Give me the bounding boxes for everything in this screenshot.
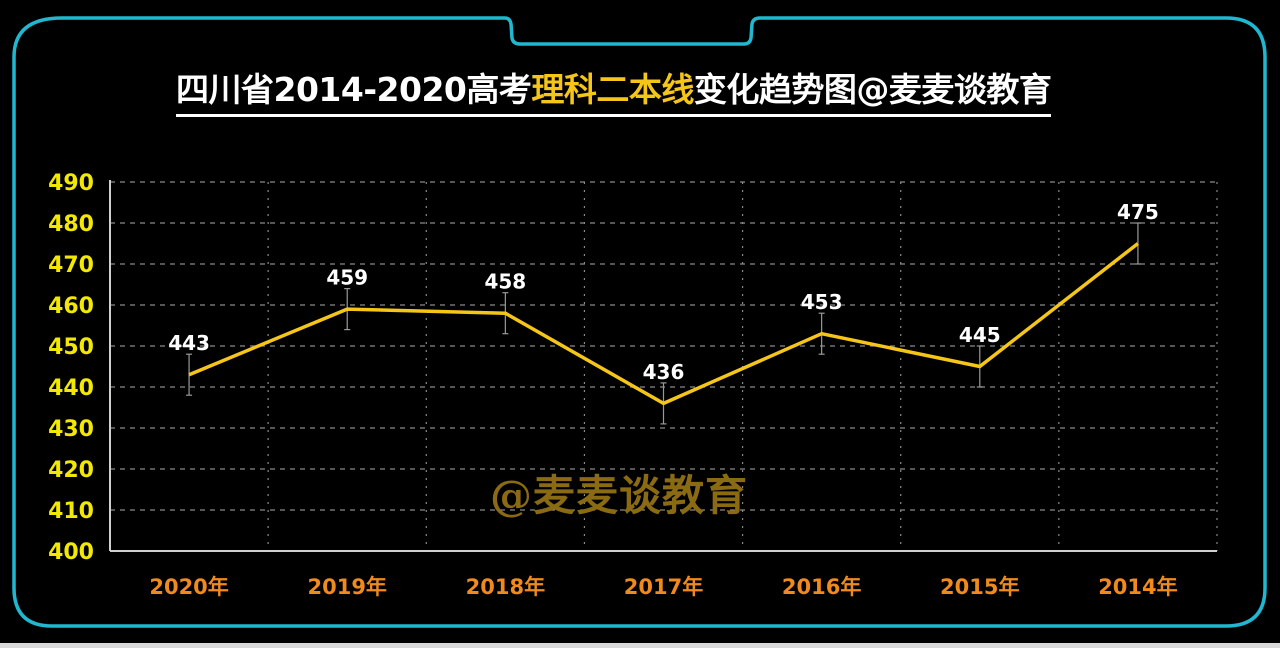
grid	[110, 181, 1218, 551]
data-label: 445	[959, 323, 1001, 347]
title-highlight: 理科二本线	[531, 70, 694, 109]
axes	[109, 180, 1217, 552]
data-label: 459	[326, 266, 368, 290]
y-tick-label: 480	[48, 212, 94, 237]
chart-title: 四川省2014-2020高考理科二本线变化趋势图@麦麦谈教育	[176, 66, 1052, 117]
x-tick-label: 2018年	[466, 575, 545, 599]
title-part2: 变化趋势图@麦麦谈教育	[693, 70, 1052, 109]
y-tick-label: 450	[48, 335, 94, 360]
data-label: 436	[643, 360, 685, 384]
bottom-strip	[0, 643, 1280, 648]
data-label: 475	[1117, 200, 1159, 224]
watermark: @麦麦谈教育	[490, 471, 749, 520]
x-axis-ticks: 2020年 2019年 2018年 2017年 2016年 2015年 2014年	[149, 575, 1177, 599]
data-labels: 443 459 458 436 453 445 475	[168, 200, 1159, 384]
x-tick-label: 2015年	[940, 575, 1019, 599]
y-tick-label: 440	[48, 376, 94, 401]
x-tick-label: 2014年	[1098, 575, 1177, 599]
data-series	[188, 242, 1140, 406]
data-label: 458	[484, 270, 526, 294]
title-part1: 四川省2014-2020高考	[176, 70, 532, 109]
x-tick-label: 2019年	[307, 575, 386, 599]
x-tick-label: 2020年	[149, 575, 228, 599]
data-label: 443	[168, 331, 210, 355]
series-line	[188, 242, 1140, 406]
y-tick-label: 420	[48, 458, 94, 483]
y-tick-label: 410	[48, 499, 94, 524]
data-label: 453	[801, 290, 843, 314]
y-tick-label: 490	[48, 171, 94, 196]
y-tick-label: 400	[48, 540, 94, 565]
y-tick-label: 460	[48, 294, 94, 319]
y-tick-label: 430	[48, 417, 94, 442]
y-tick-label: 470	[48, 253, 94, 278]
x-tick-label: 2016年	[782, 575, 861, 599]
x-tick-label: 2017年	[624, 575, 703, 599]
y-axis-ticks: 400 410 420 430 440 450 460 470 480 490	[48, 171, 94, 565]
